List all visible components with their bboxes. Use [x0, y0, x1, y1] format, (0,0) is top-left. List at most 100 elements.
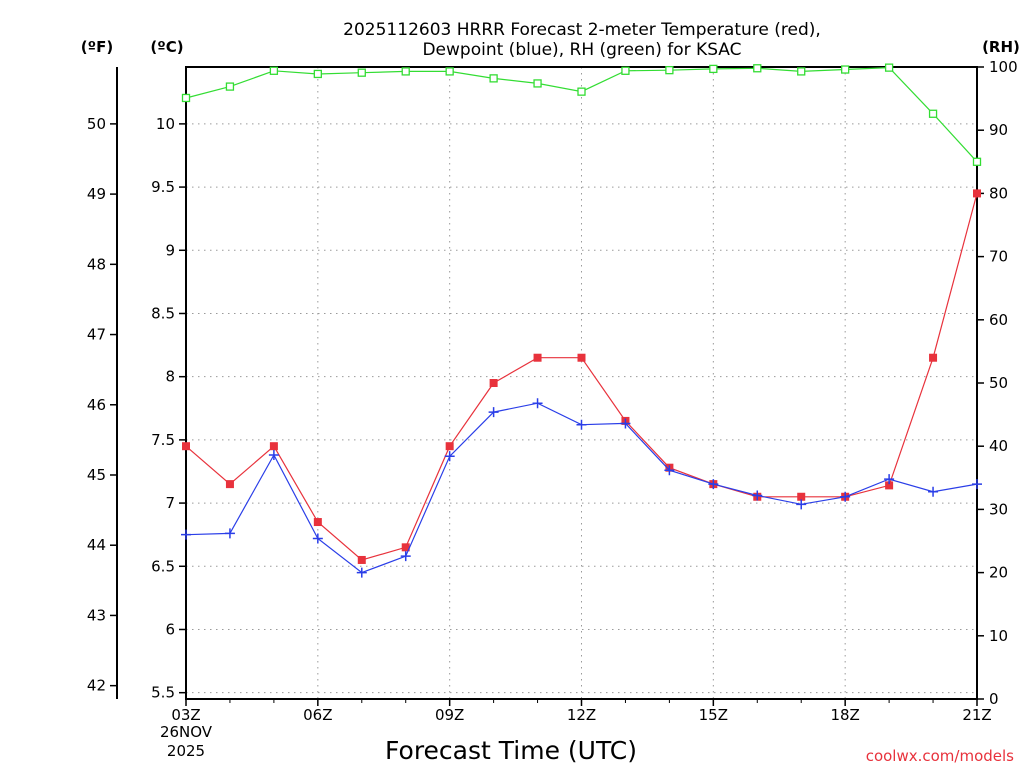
temperature-point: [929, 353, 938, 362]
rh-point: [665, 66, 674, 75]
fahrenheit-tick-label: 42: [87, 677, 106, 695]
axes: 5.5 6 6.5 7 7.5 8 8.5 9 9.5 10 42 43 44 45 46 47 48 49 50 0…: [87, 58, 1018, 724]
dewpoint-point: [884, 474, 895, 485]
temperature-point: [797, 492, 806, 501]
data-series: [181, 63, 982, 578]
temperature-point: [445, 442, 454, 451]
grid-lines: [186, 67, 977, 699]
temperature-point: [401, 543, 410, 552]
rh-point: [709, 64, 718, 74]
rh-tick-label: 50: [989, 374, 1008, 392]
fahrenheit-tick-label: 47: [87, 326, 106, 344]
celsius-tick-label: 8: [165, 368, 175, 386]
celsius-tick-label: 5.5: [151, 684, 175, 702]
rh-tick-label: 0: [989, 690, 999, 708]
rh-point: [797, 67, 806, 76]
dewpoint-point: [708, 479, 719, 490]
rh-point: [621, 66, 630, 75]
temperature-point: [973, 189, 981, 198]
chart-title-line2: Dewpoint (blue), RH (green) for KSAC: [422, 40, 741, 60]
celsius-tick-label: 7: [165, 494, 175, 512]
x-tick-label: 15Z: [699, 706, 728, 724]
dewpoint-point: [268, 450, 279, 461]
fahrenheit-tick-label: 44: [87, 536, 106, 554]
rh-line: [185, 66, 978, 163]
rh-point: [972, 157, 982, 166]
celsius-tick-label: 9.5: [151, 178, 175, 196]
rh-point: [841, 65, 850, 74]
rh-point: [401, 67, 410, 76]
fahrenheit-tick-label: 50: [87, 115, 106, 133]
temperature-point: [182, 442, 190, 451]
rh-tick-label: 40: [989, 437, 1008, 455]
rh-tick-label: 80: [989, 184, 1008, 202]
temperature-point: [489, 379, 498, 387]
dewpoint-point: [620, 418, 631, 429]
temperature-point: [269, 442, 278, 451]
dewpoint-point: [928, 486, 939, 497]
rh-point: [269, 66, 279, 75]
fahrenheit-tick-label: 48: [87, 255, 106, 273]
rh-point: [577, 87, 586, 96]
rh-point: [489, 74, 498, 83]
temperature-point: [577, 353, 586, 362]
x-year-label: 2025: [167, 742, 205, 760]
rh-tick-label: 100: [989, 58, 1018, 76]
dewpoint-point: [532, 398, 543, 409]
temperature-point: [313, 518, 322, 527]
celsius-tick-label: 8.5: [151, 304, 175, 322]
rh-tick-label: 30: [989, 500, 1008, 518]
x-tick-label: 06Z: [303, 706, 332, 724]
dewpoint-point: [224, 528, 235, 539]
rh-point: [225, 82, 235, 91]
dewpoint-point: [664, 465, 675, 476]
dewpoint-point: [400, 551, 411, 562]
rh-tick-label: 10: [989, 627, 1008, 645]
dewpoint-point: [488, 407, 499, 418]
plot-frame: [185, 66, 978, 700]
rh-tick-label: 70: [989, 248, 1008, 266]
dewpoint-point: [840, 491, 851, 502]
fahrenheit-tick-label: 43: [87, 606, 106, 624]
celsius-tick-label: 9: [165, 241, 175, 259]
temperature-point: [885, 481, 894, 490]
rh-point: [533, 79, 542, 88]
rh-point: [928, 109, 938, 118]
fahrenheit-tick-label: 46: [87, 396, 106, 414]
temperature-point: [225, 480, 234, 489]
credit-text: coolwx.com/models: [866, 747, 1014, 765]
rh-point: [313, 69, 322, 79]
dewpoint-point: [181, 529, 191, 540]
celsius-tick-label: 7.5: [151, 431, 175, 449]
x-tick-label: 18Z: [830, 706, 859, 724]
fahrenheit-tick-label: 45: [87, 466, 106, 484]
rh-point: [753, 64, 762, 73]
dewpoint-point: [312, 533, 323, 544]
x-tick-label: 03Z: [171, 706, 200, 724]
chart-title-line1: 2025112603 HRRR Forecast 2-meter Tempera…: [343, 20, 821, 40]
rh-tick-label: 60: [989, 311, 1008, 329]
dewpoint-point: [576, 419, 587, 430]
fahrenheit-tick-label: 49: [87, 185, 106, 203]
rh-unit-label: (RH): [982, 38, 1020, 56]
rh-point: [884, 63, 894, 72]
rh-point: [357, 68, 366, 77]
x-tick-label: 12Z: [567, 706, 596, 724]
dewpoint-point: [972, 479, 982, 490]
fahrenheit-unit-label: (ºF): [81, 38, 113, 56]
celsius-tick-label: 6: [165, 620, 175, 638]
dewpoint-point: [356, 567, 367, 578]
temperature-point: [357, 555, 366, 564]
x-axis-title: Forecast Time (UTC): [385, 736, 637, 765]
x-tick-label: 09Z: [435, 706, 464, 724]
rh-tick-label: 20: [989, 564, 1008, 582]
dewpoint-point: [752, 490, 763, 501]
celsius-tick-label: 6.5: [151, 557, 175, 575]
celsius-tick-label: 10: [156, 115, 175, 133]
temperature-point: [533, 353, 542, 362]
dewpoint-point: [796, 499, 807, 510]
x-tick-label: 21Z: [962, 706, 991, 724]
rh-tick-label: 90: [989, 121, 1008, 139]
celsius-unit-label: (ºC): [150, 38, 183, 56]
